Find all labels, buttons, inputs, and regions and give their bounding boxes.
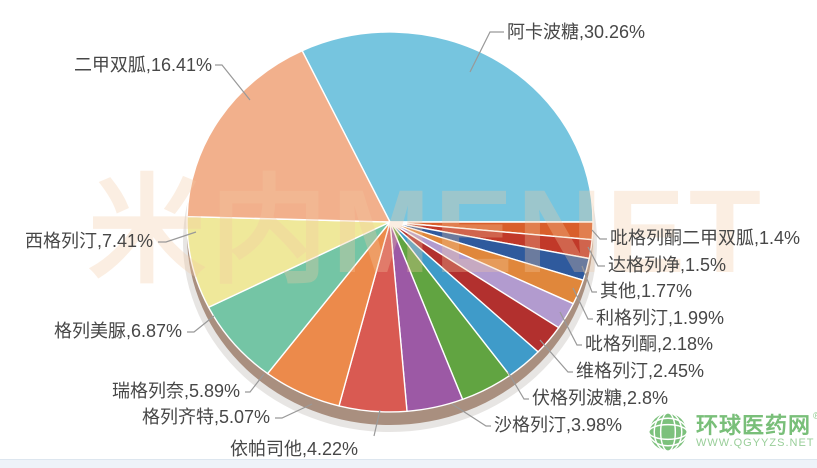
leader-line-10 bbox=[275, 403, 313, 419]
leader-line-7 bbox=[507, 371, 529, 400]
slice-label-7: 伏格列波糖,2.8% bbox=[532, 388, 668, 408]
watermark: 米内MENET bbox=[88, 166, 765, 298]
leader-line-6 bbox=[539, 339, 573, 373]
slice-label-13: 西格列汀,7.41% bbox=[25, 231, 153, 251]
leader-line-3 bbox=[581, 265, 597, 293]
logo-registered-mark: ® bbox=[813, 411, 817, 423]
leader-line-0 bbox=[469, 31, 504, 73]
leader-line-2 bbox=[587, 246, 605, 267]
slice-label-11: 瑞格列奈,5.89% bbox=[112, 381, 240, 401]
leader-line-14 bbox=[215, 64, 251, 101]
slice-label-0: 阿卡波糖,30.26% bbox=[507, 22, 645, 42]
site-logo: 环球医药网 ® WWW.QGYYZS.NET bbox=[646, 404, 817, 460]
slice-label-3: 其他,1.77% bbox=[600, 281, 692, 301]
slice-label-8: 沙格列汀,3.98% bbox=[494, 415, 622, 435]
pie-slice-13 bbox=[186, 215, 391, 308]
slice-label-6: 维格列汀,2.45% bbox=[576, 361, 704, 381]
leader-line-9 bbox=[373, 409, 381, 437]
leader-line-4 bbox=[572, 287, 593, 320]
slice-label-9: 依帕司他,4.22% bbox=[230, 439, 358, 459]
slice-label-2: 达格列净,1.5% bbox=[608, 255, 726, 275]
logo-brand-text: 环球医药网 bbox=[696, 413, 812, 439]
slice-label-4: 利格列汀,1.99% bbox=[596, 308, 724, 328]
pie-slice-14 bbox=[186, 50, 391, 223]
leader-line-8 bbox=[451, 403, 491, 427]
globe-icon bbox=[648, 412, 688, 452]
leader-line-11 bbox=[245, 373, 265, 393]
slice-label-10: 格列齐特,5.07% bbox=[142, 407, 270, 427]
leader-line-12 bbox=[187, 315, 215, 333]
slice-label-14: 二甲双胍,16.41% bbox=[74, 55, 212, 75]
slice-label-1: 吡格列酮二甲双胍,1.4% bbox=[610, 228, 800, 248]
slice-label-12: 格列美脲,6.87% bbox=[54, 321, 182, 341]
pie-slice-0 bbox=[301, 31, 594, 223]
bottom-edge-strip bbox=[0, 459, 817, 468]
slice-label-5: 吡格列酮,2.18% bbox=[585, 334, 713, 354]
leader-line-1 bbox=[591, 229, 607, 240]
leader-line-13 bbox=[158, 231, 197, 243]
leader-line-5 bbox=[559, 311, 582, 346]
logo-site-url: WWW.QGYYZS.NET bbox=[696, 437, 815, 450]
